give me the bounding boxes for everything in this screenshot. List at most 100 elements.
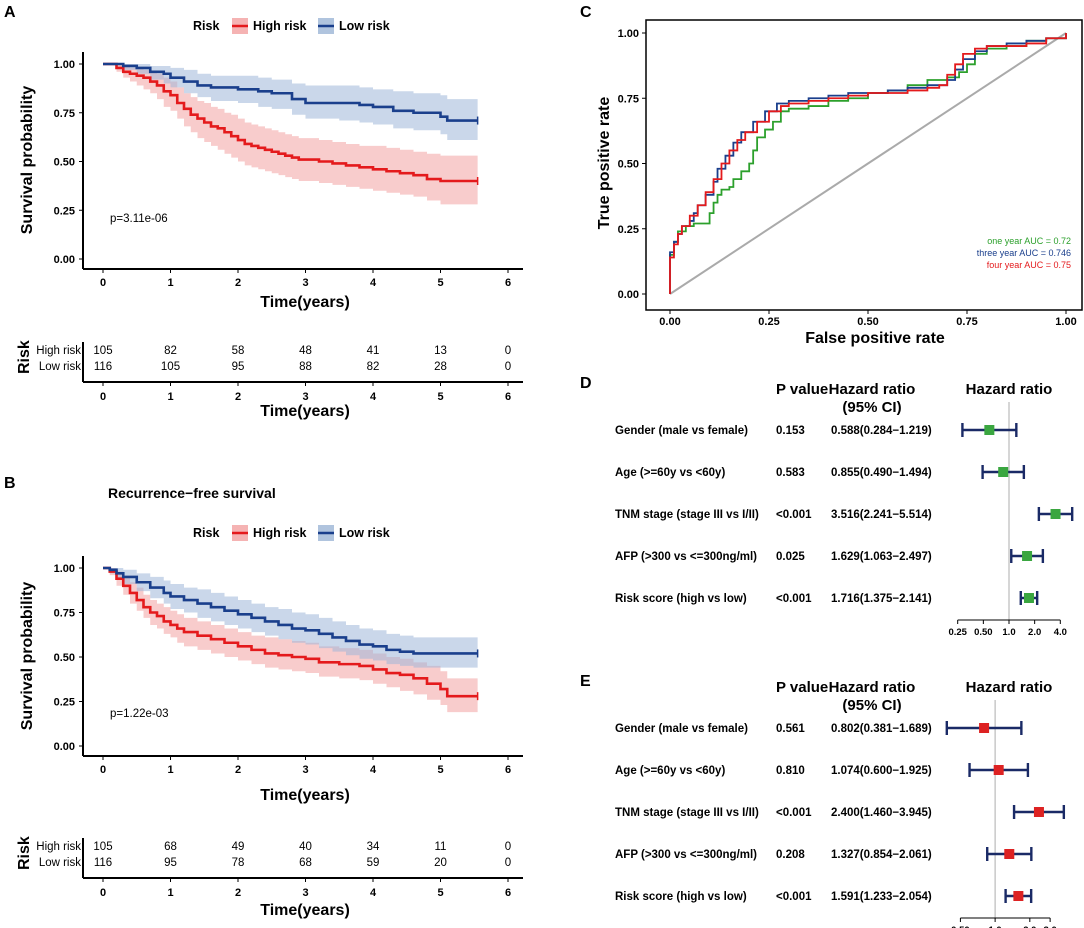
row-pvalue: <0.001: [776, 891, 812, 903]
survival-curve-high: [103, 566, 478, 698]
row-hr-text: 0.802(0.381−1.689): [831, 723, 932, 735]
x-tick-label: 4: [370, 764, 377, 776]
y-tick-label: 0.50: [54, 157, 75, 169]
x-tick-label: 6: [505, 277, 511, 289]
table-x-tick-label: 2: [235, 887, 241, 899]
roc-plot: one year AUC = 0.72 three year AUC = 0.74…: [618, 19, 1083, 328]
x-tick-label: 2: [235, 277, 241, 289]
roc-y-tick-label: 0.75: [618, 93, 639, 105]
row-hr-text: 1.716(1.375−2.141): [831, 593, 932, 605]
row-pvalue: <0.001: [776, 807, 812, 819]
hr-point: [984, 425, 995, 435]
risk-count-high: 41: [367, 345, 380, 357]
row-pvalue: 0.153: [776, 425, 805, 437]
hr-point: [1013, 891, 1024, 901]
risk-count-high: 68: [164, 841, 177, 853]
hr-point: [1050, 509, 1061, 519]
risk-table-a: Risk High risk Low risk 105 116 0 82 105 1 58 95 2 4…: [16, 340, 523, 403]
row-label: TNM stage (stage III vs I/II): [615, 509, 759, 521]
risk-count-low: 116: [94, 361, 112, 373]
roc-y-axis-label: True positive rate: [596, 97, 613, 230]
row-hr-text: 3.516(2.241−5.514): [831, 509, 932, 521]
roc-y-tick-label: 1.00: [618, 28, 639, 40]
row-hr-text: 1.629(1.063−2.497): [831, 551, 932, 563]
y-tick-label: 0.25: [54, 205, 75, 217]
y-tick-label: 0.25: [54, 697, 75, 709]
legend-low-label: Low risk: [339, 19, 390, 33]
forest-x-tick-label: 1.0: [989, 925, 1002, 928]
row-hr-text: 1.327(0.854−2.061): [831, 849, 932, 861]
roc-frame: [645, 19, 1083, 311]
risk-count-low: 0: [505, 857, 511, 869]
panel-label-d: D: [580, 375, 592, 392]
risk-count-high: 48: [299, 345, 312, 357]
x-tick-label: 0: [100, 277, 106, 289]
km-plot-b: 0.00 0.25 0.50 0.75 1.00 0 1 2 3 4 5 6: [54, 556, 523, 776]
risk-count-high: 13: [434, 345, 447, 357]
risk-count-low: 0: [505, 361, 511, 373]
auc-label-one-year: one year AUC = 0.72: [987, 236, 1071, 246]
survival-curve-high: [103, 62, 478, 183]
legend-high-label: High risk: [253, 19, 307, 33]
panel-label-a: A: [4, 4, 16, 21]
row-hr-text: 1.591(1.233−2.054): [831, 891, 932, 903]
risk-count-low: 95: [232, 361, 245, 373]
y-tick-label: 0.00: [54, 254, 75, 266]
roc-x-tick-label: 0.75: [956, 316, 977, 328]
km-plot-a: 0.00 0.25 0.50 0.75 1.00 0 1 2 3 4 5 6: [54, 52, 523, 289]
table-x-tick-label: 0: [100, 887, 106, 899]
y-tick-label: 0.00: [54, 741, 75, 753]
legend-title: Risk: [193, 526, 219, 540]
row-hr-text: 0.588(0.284−1.219): [831, 425, 932, 437]
row-label: Age (>=60y vs <60y): [615, 467, 725, 479]
y-tick-label: 1.00: [54, 59, 75, 71]
p-value: p=3.11e-06: [110, 213, 168, 225]
y-axis-label: Survival probability: [19, 86, 36, 235]
ci-band-low: [103, 568, 478, 668]
legend-high-label: High risk: [253, 526, 307, 540]
risk-count-low: 95: [164, 857, 177, 869]
table-x-tick-label: 2: [235, 391, 241, 403]
row-pvalue: 0.583: [776, 467, 805, 479]
row-label: AFP (>300 vs <=300ng/ml): [615, 849, 757, 861]
roc-x-tick-label: 0.00: [659, 316, 680, 328]
hr-point: [979, 723, 990, 733]
row-pvalue: 0.810: [776, 765, 805, 777]
forest-x-tick-label: 3.0: [1044, 925, 1057, 928]
table-x-tick-label: 6: [505, 391, 511, 403]
row-hr-text: 1.074(0.600−1.925): [831, 765, 932, 777]
legend-low-label: Low risk: [339, 526, 390, 540]
header-pvalue: P value: [776, 679, 828, 696]
forest-x-tick-label: 0.25: [948, 627, 967, 638]
risk-table-title: Risk: [16, 836, 33, 870]
table-x-tick-label: 3: [302, 887, 308, 899]
header-hazard-ratio: Hazard ratio: [829, 381, 916, 398]
row-hr-text: 2.400(1.460−3.945): [831, 807, 932, 819]
x-tick-label: 6: [505, 764, 511, 776]
table-x-axis-label: Time(years): [260, 403, 350, 420]
panel-b: B Recurrence−free survival Risk High ris…: [4, 475, 523, 919]
roc-y-tick-label: 0.25: [618, 224, 639, 236]
row-label: Gender (male vs female): [615, 425, 748, 437]
hr-point: [1023, 593, 1034, 603]
forest-x-tick-label: 2.0: [1028, 627, 1041, 638]
forest-x-tick-label: 4.0: [1054, 627, 1067, 638]
risk-count-high: 58: [232, 345, 245, 357]
risk-count-low: 59: [367, 857, 380, 869]
risk-count-high: 105: [93, 345, 112, 357]
row-label: Gender (male vs female): [615, 723, 748, 735]
panel-label-c: C: [580, 4, 592, 21]
header-plot: Hazard ratio: [966, 381, 1053, 398]
risk-count-high: 11: [435, 841, 447, 853]
legend-title: Risk: [193, 19, 219, 33]
row-label: TNM stage (stage III vs I/II): [615, 807, 759, 819]
row-pvalue: <0.001: [776, 509, 812, 521]
panel-label-b: B: [4, 475, 16, 492]
table-x-tick-label: 4: [370, 391, 377, 403]
table-x-tick-label: 6: [505, 887, 511, 899]
risk-row-low-label: Low risk: [39, 361, 81, 373]
x-tick-label: 0: [100, 764, 106, 776]
row-label: Age (>=60y vs <60y): [615, 765, 725, 777]
header-ci: (95% CI): [842, 399, 901, 416]
